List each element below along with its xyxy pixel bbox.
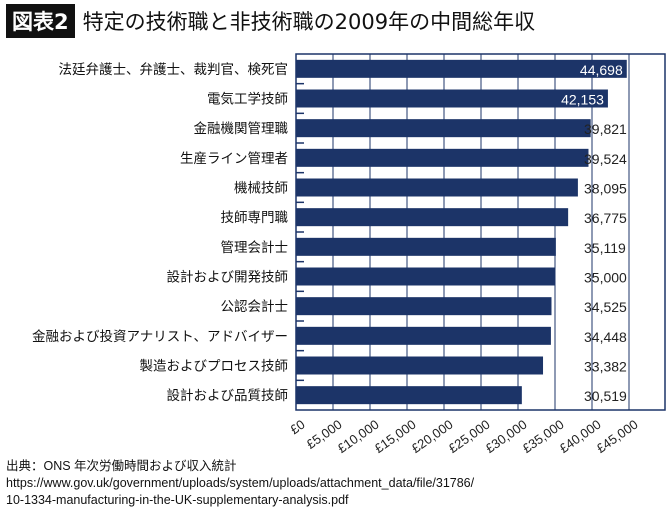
category-label: 金融機関管理職 — [194, 121, 289, 137]
category-label: 製造およびプロセス技師 — [140, 359, 289, 375]
source-url-line: 10-1334-manufacturing-in-the-UK-suppleme… — [6, 493, 349, 507]
value-label: 30,519 — [584, 388, 627, 404]
x-tick-label: £35,000 — [520, 417, 567, 456]
category-label: 金融および投資アナリスト、アドバイザー — [32, 329, 288, 345]
value-label: 35,119 — [584, 240, 626, 256]
source-line: 出典：ONS 年次労働時間および収入統計 — [6, 459, 237, 473]
source-note: 出典：ONS 年次労働時間および収入統計 https://www.gov.uk/… — [6, 458, 474, 509]
value-label: 42,153 — [561, 92, 604, 108]
value-label: 36,775 — [584, 210, 627, 226]
bar — [296, 356, 544, 375]
chart-title: 図表2 特定の技術職と非技術職の2009年の中間総年収 — [6, 4, 535, 38]
category-label: 設計および品質技師 — [167, 388, 289, 404]
bar — [296, 208, 569, 227]
bar — [296, 297, 552, 316]
bar — [296, 267, 555, 286]
value-label: 34,525 — [584, 299, 627, 315]
category-label: 機械技師 — [234, 181, 288, 197]
value-label: 33,382 — [584, 359, 627, 375]
figure-badge: 図表2 — [6, 4, 75, 38]
category-label: 法廷弁護士、弁護士、裁判官、検死官 — [59, 62, 289, 78]
title-text: 特定の技術職と非技術職の2009年の中間総年収 — [82, 10, 536, 34]
bar — [296, 148, 589, 167]
x-tick-label: £15,000 — [372, 417, 419, 456]
bar — [296, 178, 578, 197]
x-tick-label: £45,000 — [594, 417, 641, 456]
x-tick-label: £25,000 — [446, 417, 493, 456]
value-label: 35,000 — [584, 270, 627, 286]
value-label: 44,698 — [580, 62, 623, 78]
category-label: 技師専門職 — [221, 210, 289, 226]
x-tick-label: £0 — [287, 417, 307, 438]
bar — [296, 237, 556, 256]
bar-chart: 法廷弁護士、弁護士、裁判官、検死官 44,698 電気工学技師 42,153 金融機関管… — [32, 53, 666, 456]
bar — [296, 89, 608, 108]
value-label: 38,095 — [584, 181, 627, 197]
category-label: 管理会計士 — [221, 240, 289, 256]
bar — [296, 386, 522, 405]
category-label: 電気工学技師 — [207, 92, 288, 108]
value-label: 39,821 — [584, 121, 627, 137]
x-tick-label: £20,000 — [409, 417, 456, 456]
category-label: 公認会計士 — [221, 299, 289, 315]
source-url-line: https://www.gov.uk/government/uploads/sy… — [6, 476, 475, 490]
x-tick-label: £30,000 — [483, 417, 530, 456]
bar — [296, 119, 591, 138]
category-label: 生産ライン管理者 — [180, 151, 288, 167]
bar — [296, 59, 627, 78]
value-label: 34,448 — [584, 329, 627, 345]
value-label: 39,524 — [584, 151, 627, 167]
bar — [296, 326, 551, 345]
category-label: 設計および開発技師 — [167, 270, 289, 286]
x-tick-label: £40,000 — [557, 417, 604, 456]
x-tick-label: £10,000 — [335, 417, 382, 456]
